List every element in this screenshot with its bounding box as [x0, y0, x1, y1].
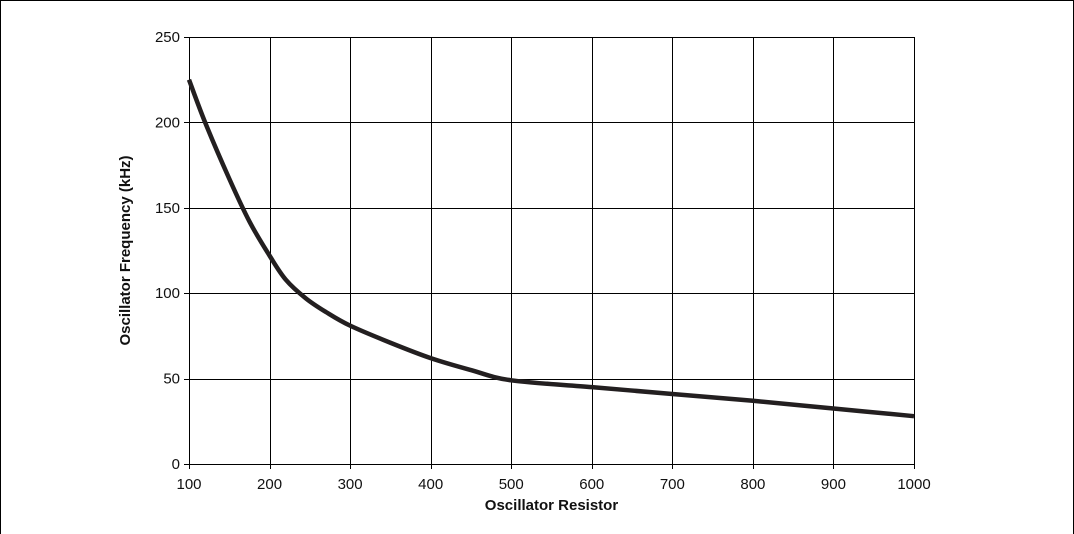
x-tick-labels: 100 200 300 400 500 600 700 800 900 1000	[176, 476, 930, 493]
y-tick-label: 0	[172, 456, 180, 473]
series-line-0	[186, 78, 915, 419]
x-tick-label: 300	[338, 476, 363, 493]
y-tick-label: 150	[155, 200, 180, 217]
y-tick-label: 250	[155, 29, 180, 46]
plot-area: 100 200 300 400 500 600 700 800 900 1000 0 50 100 15…	[155, 29, 931, 493]
x-tick-label: 1000	[897, 476, 930, 493]
x-tick-label: 900	[821, 476, 846, 493]
y-tick-label: 200	[155, 114, 180, 131]
x-tick-label: 800	[740, 476, 765, 493]
grid-lines	[184, 37, 915, 469]
x-tick-label: 200	[257, 476, 282, 493]
x-tick-label: 400	[418, 476, 443, 493]
y-tick-labels: 0 50 100 150 200 250	[155, 29, 180, 473]
series-layer	[186, 78, 915, 419]
y-tick-label: 100	[155, 285, 180, 302]
x-tick-label: 700	[660, 476, 685, 493]
x-tick-label: 500	[499, 476, 524, 493]
x-tick-label: 600	[579, 476, 604, 493]
y-axis-title: Oscillator Frequency (kHz)	[117, 155, 134, 345]
y-tick-label: 50	[163, 371, 180, 388]
x-tick-label: 100	[176, 476, 201, 493]
x-axis-title: Oscillator Resistor	[485, 497, 619, 514]
